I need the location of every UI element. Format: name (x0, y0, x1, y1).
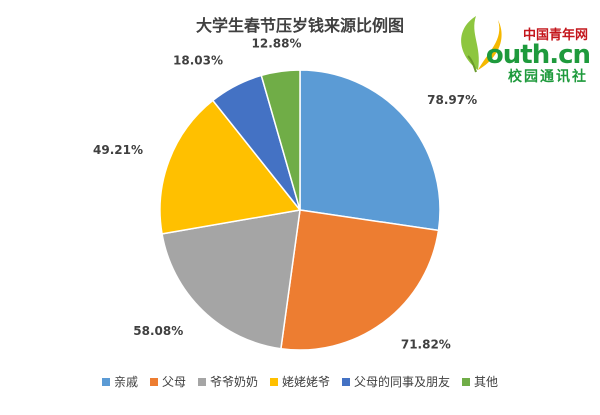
leaf-logo-icon (461, 16, 502, 73)
data-label-1: 78.97% (427, 93, 477, 107)
legend: 亲戚 父母 爷爷奶奶 姥姥姥爷 父母的同事及朋友 其他 (0, 373, 600, 390)
legend-item-6: 其他 (462, 373, 498, 390)
pie-slice-3 (161, 209, 301, 350)
legend-swatch (270, 377, 278, 386)
logo: 中国青年网 outh.cn 校园通讯社 (446, 4, 598, 90)
pie-slice-1 (299, 69, 441, 232)
data-label-2: 71.82% (401, 337, 451, 351)
legend-label: 姥姥姥爷 (282, 375, 331, 389)
legend-label: 父母的同事及朋友 (354, 375, 451, 389)
legend-swatch (197, 377, 206, 386)
legend-label: 爷爷奶奶 (209, 375, 258, 389)
legend-swatch (342, 377, 351, 386)
legend-item-5: 父母的同事及朋友 (342, 373, 450, 390)
legend-item-2: 父母 (149, 373, 186, 390)
pie-slice-6 (260, 69, 301, 211)
legend-label: 其他 (474, 375, 499, 389)
pie-slice-2 (280, 209, 440, 351)
logo-text-subtitle: 校园通讯社 (508, 69, 588, 85)
legend-label: 亲戚 (113, 375, 138, 389)
legend-swatch (101, 377, 110, 386)
legend-swatch (462, 377, 471, 386)
data-label-4: 49.21% (93, 143, 143, 157)
data-label-5: 18.03% (173, 54, 223, 68)
logo-text-domain: outh.cn (485, 40, 591, 70)
legend-item-4: 姥姥姥爷 (270, 373, 330, 390)
legend-swatch (149, 377, 158, 386)
legend-item-1: 亲戚 (101, 373, 138, 390)
logo-text-site: 中国青年网 (522, 28, 588, 43)
chart-title: 大学生春节压岁钱来源比例图 (195, 16, 404, 35)
legend-label: 父母 (161, 375, 186, 389)
pie-slice-4 (159, 99, 302, 235)
legend-item-3: 爷爷奶奶 (197, 373, 258, 390)
data-label-6: 12.88% (252, 37, 302, 51)
data-label-3: 58.08% (133, 324, 183, 338)
